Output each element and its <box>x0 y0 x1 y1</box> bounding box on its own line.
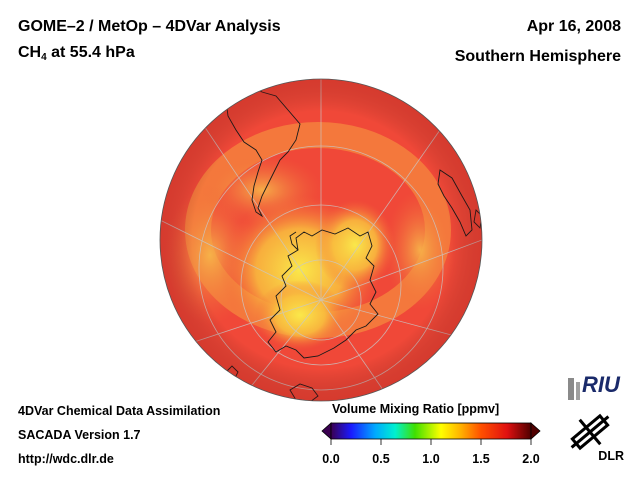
dlr-logo-text: DLR <box>598 449 624 463</box>
colorbar-low-arrow <box>321 422 332 440</box>
colorbar-bar <box>330 422 532 440</box>
footer-version: SACADA Version 1.7 <box>18 428 141 442</box>
colorbar <box>321 422 541 445</box>
dlr-logo-icon <box>570 413 610 451</box>
riu-logo-icon <box>568 378 580 400</box>
colorbar-tick: 0.0 <box>322 452 340 466</box>
colorbar-title: Volume Mixing Ratio [ppmv] <box>332 402 500 416</box>
hemisphere-label: Southern Hemisphere <box>454 48 621 65</box>
footer-system-name: 4DVar Chemical Data Assimilation <box>18 404 221 418</box>
plot-subtitle: CH4 at 55.4 hPa <box>18 44 135 63</box>
riu-logo-text: RIU <box>582 372 620 397</box>
pressure-level: at 55.4 hPa <box>46 44 135 61</box>
analysis-date: Apr 16, 2008 <box>526 18 621 35</box>
ch4-field <box>160 79 482 401</box>
species-name: CH <box>18 44 42 61</box>
colorbar-tick: 1.5 <box>472 452 490 466</box>
colorbar-tick: 1.0 <box>422 452 440 466</box>
colorbar-tick: 2.0 <box>522 452 540 466</box>
plot-title: GOME–2 / MetOp – 4DVar Analysis <box>18 18 281 35</box>
footer-url-link[interactable]: http://wdc.dlr.de <box>18 452 114 466</box>
globe-outline <box>159 78 483 402</box>
species-subscript: 4 <box>41 52 47 63</box>
colorbar-high-arrow <box>530 422 541 440</box>
colorbar-tick: 0.5 <box>372 452 390 466</box>
